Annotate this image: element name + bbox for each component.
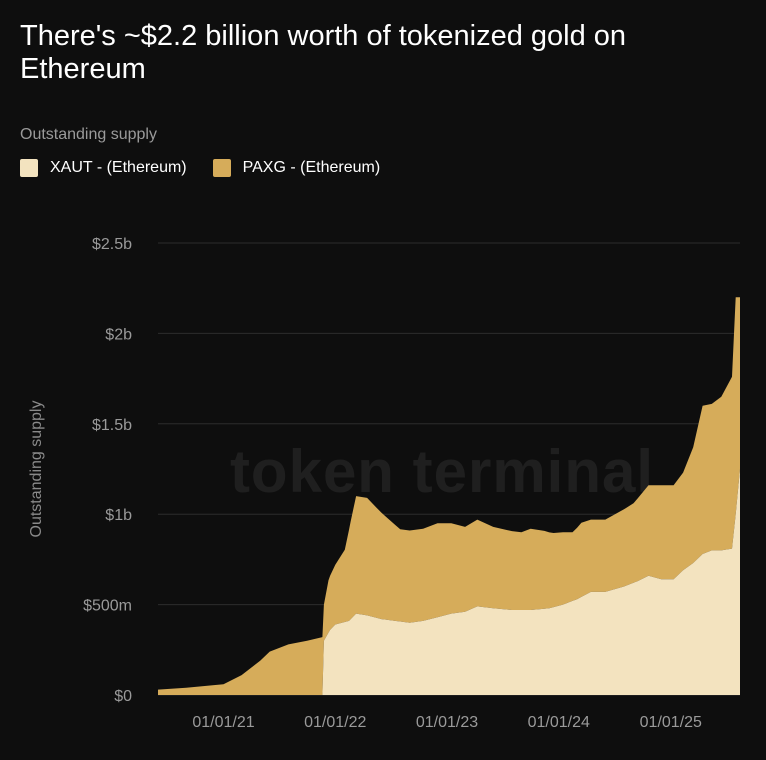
y-tick-label: $0 bbox=[114, 688, 132, 705]
legend-swatch-xaut bbox=[20, 159, 38, 177]
area-xaut bbox=[158, 469, 740, 695]
y-axis-label: Outstanding supply bbox=[28, 401, 45, 538]
legend-item-paxg[interactable]: PAXG - (Ethereum) bbox=[212, 159, 381, 177]
legend-title: Outstanding supply bbox=[20, 126, 157, 143]
x-tick-label: 01/01/22 bbox=[304, 714, 366, 731]
x-tick-label: 01/01/23 bbox=[416, 714, 478, 731]
legend: XAUT - (Ethereum) PAXG - (Ethereum) bbox=[20, 159, 380, 177]
x-tick-label: 01/01/25 bbox=[640, 714, 702, 731]
y-tick-label: $500m bbox=[83, 598, 132, 615]
legend-label-xaut: XAUT - (Ethereum) bbox=[50, 159, 187, 176]
y-tick-label: $1b bbox=[105, 507, 132, 524]
x-tick-label: 01/01/24 bbox=[528, 714, 590, 731]
y-tick-label: $2b bbox=[105, 326, 132, 343]
legend-swatch-paxg bbox=[212, 159, 231, 177]
legend-label-paxg: PAXG - (Ethereum) bbox=[242, 159, 381, 176]
legend-item-xaut[interactable]: XAUT - (Ethereum) bbox=[20, 159, 187, 177]
y-tick-label: $2.5b bbox=[92, 236, 132, 253]
x-tick-label: 01/01/21 bbox=[192, 714, 254, 731]
y-tick-label: $1.5b bbox=[92, 417, 132, 434]
watermark-text: token terminal bbox=[230, 438, 654, 505]
chart-title: There's ~$2.2 billion worth of tokenized… bbox=[20, 20, 627, 85]
